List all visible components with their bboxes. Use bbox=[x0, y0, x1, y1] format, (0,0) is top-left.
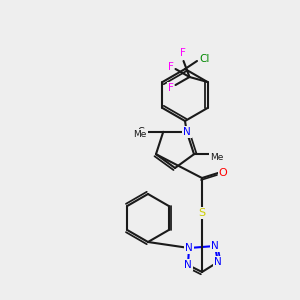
Text: N: N bbox=[185, 243, 193, 253]
Text: C: C bbox=[138, 127, 145, 137]
Text: F: F bbox=[168, 83, 173, 93]
Text: F: F bbox=[180, 48, 185, 58]
Text: Me: Me bbox=[134, 130, 147, 139]
Text: S: S bbox=[198, 208, 206, 218]
Text: N: N bbox=[183, 127, 190, 137]
Text: N: N bbox=[214, 257, 222, 267]
Text: O: O bbox=[219, 168, 227, 178]
Text: Cl: Cl bbox=[200, 54, 210, 64]
Text: N: N bbox=[184, 260, 192, 270]
Text: F: F bbox=[168, 62, 173, 72]
Text: N: N bbox=[211, 241, 219, 251]
Text: Me: Me bbox=[210, 153, 224, 162]
